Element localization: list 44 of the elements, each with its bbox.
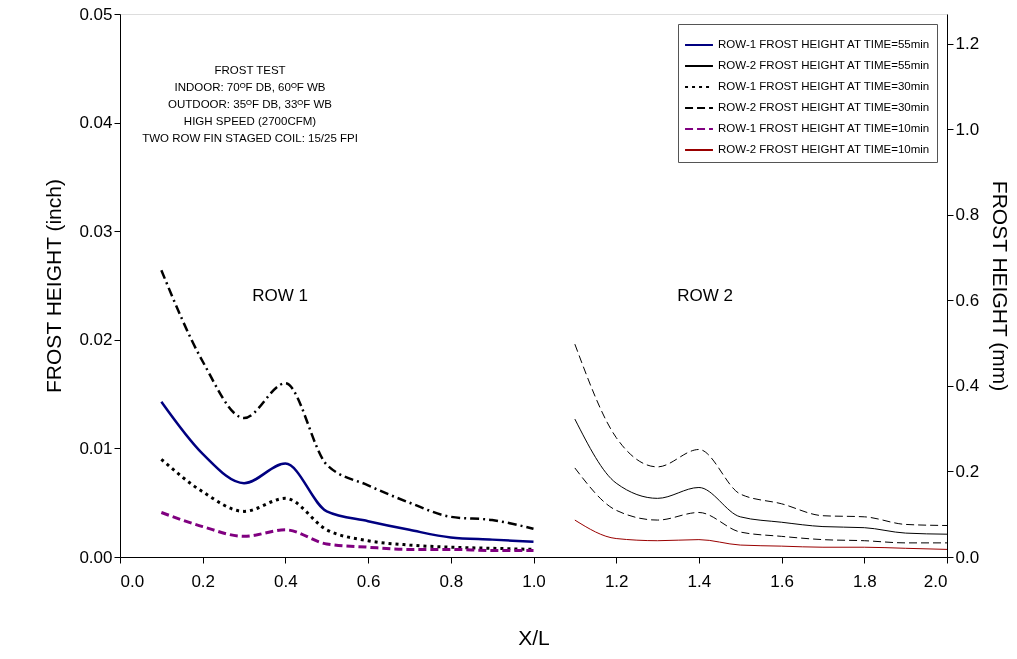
- annotation: ROW 2: [677, 286, 733, 305]
- y2-tick-label: 1.0: [955, 119, 980, 139]
- y-tick-label: 0.02: [79, 330, 113, 350]
- x-tick-label: 1.4: [687, 571, 712, 591]
- y-tick-label: 0.04: [79, 113, 113, 133]
- line-series: [159, 510, 535, 552]
- y-tick-label: 0.01: [79, 438, 113, 458]
- annotation: HIGH SPEED (2700CFM): [183, 115, 317, 127]
- line-series: [574, 519, 948, 550]
- y2-tick-label: 0.2: [955, 461, 980, 481]
- annotation: TWO ROW FIN STAGED COIL: 15/25 FPI: [142, 132, 358, 144]
- x-tick-label: 0.8: [439, 571, 464, 591]
- y2-tick-label: 0.0: [955, 547, 980, 567]
- y-axis-title: FROST HEIGHT (inch): [42, 179, 66, 393]
- x-tick-label: 0.0: [120, 571, 145, 591]
- annotation: ROW 1: [252, 286, 308, 305]
- y2-tick-label: 0.6: [955, 290, 980, 310]
- x-tick-label: 0.4: [274, 571, 298, 591]
- legend-label: ROW-1 FROST HEIGHT AT TIME=30min: [718, 80, 930, 92]
- y2-axis-title: FROST HEIGHT (mm): [989, 180, 1013, 392]
- y2-tick-label: 0.4: [955, 376, 980, 396]
- y-tick-label: 0.05: [79, 4, 113, 24]
- annotation: FROST TEST: [214, 64, 286, 76]
- x-tick-label: 2.0: [923, 571, 948, 591]
- line-series: [160, 400, 535, 544]
- x-axis-title: X/L: [518, 625, 550, 649]
- y2-tick-label: 0.8: [955, 205, 980, 225]
- legend-label: ROW-2 FROST HEIGHT AT TIME=10min: [718, 143, 930, 155]
- x-tick-label: 1.2: [604, 571, 629, 591]
- y-tick-label: 0.03: [79, 221, 113, 241]
- y2-tick-label: 1.2: [955, 34, 980, 54]
- legend-label: ROW-2 FROST HEIGHT AT TIME=55min: [718, 59, 930, 71]
- legend-label: ROW-2 FROST HEIGHT AT TIME=30min: [718, 101, 930, 113]
- line-series: [160, 269, 535, 531]
- x-tick-label: 0.2: [191, 571, 216, 591]
- x-tick-label: 0.6: [356, 571, 381, 591]
- y-tick-label: 0.00: [79, 547, 113, 567]
- x-tick-label: 1.6: [770, 571, 794, 591]
- annotation: OUTDOOR: 35ᴼF DB, 33ᴼF WB: [168, 98, 333, 110]
- x-tick-label: 1.0: [522, 571, 546, 591]
- legend-label: ROW-1 FROST HEIGHT AT TIME=10min: [718, 122, 930, 134]
- legend-label: ROW-1 FROST HEIGHT AT TIME=55min: [718, 38, 930, 50]
- x-tick-label: 1.8: [852, 571, 877, 591]
- annotation: INDOOR: 70ᴼF DB, 60ᴼF WB: [174, 81, 326, 93]
